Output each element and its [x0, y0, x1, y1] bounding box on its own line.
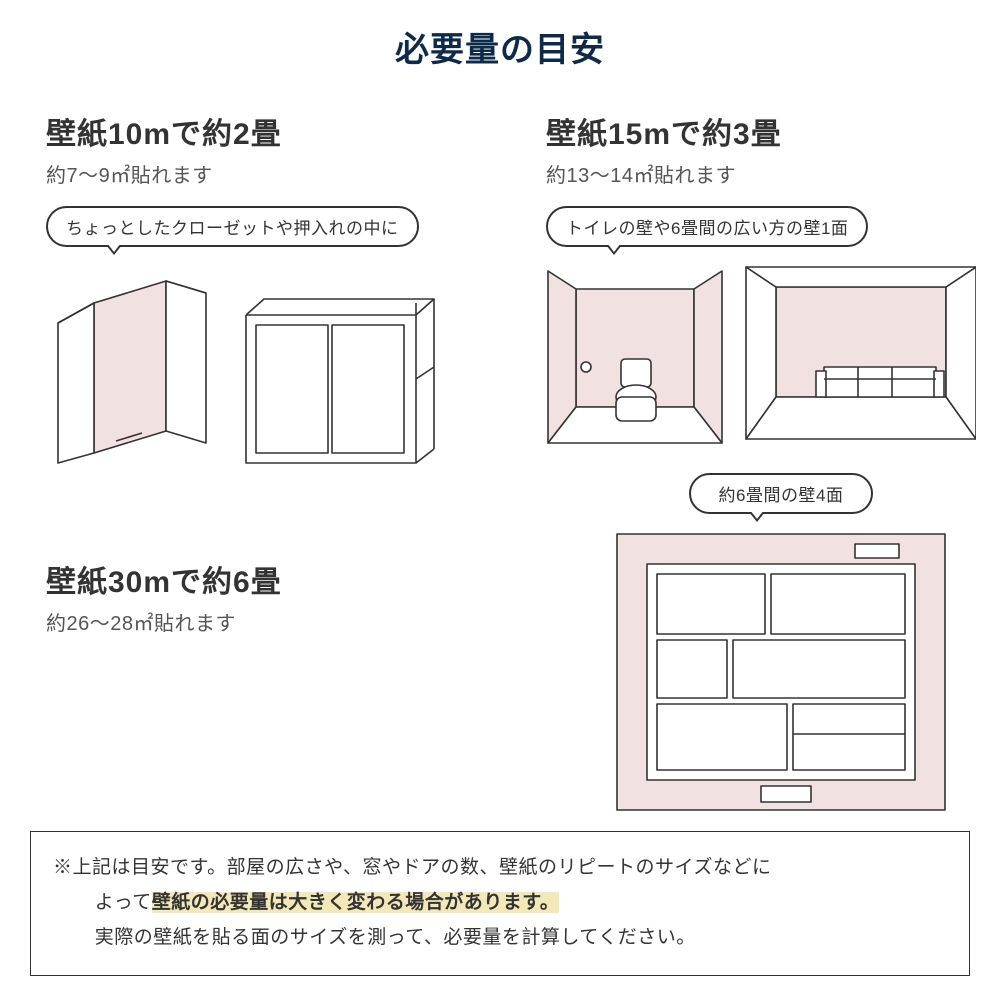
block-15m-illustrations: [546, 263, 976, 463]
block-30m-title: 壁紙30mで約6畳: [46, 557, 486, 601]
block-15m-bubble-text: トイレの壁や6畳間の広い方の壁1面: [566, 219, 848, 238]
block-10m-title: 壁紙10mで約2畳: [46, 109, 486, 153]
block-10m-bubble: ちょっとしたクローゼットや押入れの中に: [46, 206, 419, 247]
content-grid: 壁紙10mで約2畳 約7〜9㎡貼れます ちょっとしたクローゼットや押入れの中に: [0, 71, 1000, 891]
block-30m: 壁紙30mで約6畳 約26〜28㎡貼れます: [46, 557, 486, 636]
block-10m: 壁紙10mで約2畳 約7〜9㎡貼れます ちょっとしたクローゼットや押入れの中に: [46, 109, 486, 473]
note-line-2-prefix: よって: [95, 892, 152, 913]
block-30m-sub: 約26〜28㎡貼れます: [46, 607, 486, 636]
block-15m-title: 壁紙15mで約3畳: [546, 109, 976, 153]
block-30m-right: 約6畳間の壁4面: [596, 473, 966, 818]
block-15m: 壁紙15mで約3畳 約13〜14㎡貼れます トイレの壁や6畳間の広い方の壁1面: [546, 109, 976, 463]
block-30m-illustration: [596, 528, 966, 818]
block-30m-bubble-text: 約6畳間の壁4面: [719, 486, 844, 505]
page-title-text: 必要量の目安: [395, 31, 605, 69]
block-30m-bubble: 約6畳間の壁4面: [689, 473, 874, 514]
page-title: 必要量の目安: [0, 0, 1000, 71]
note-line-2-highlight: 壁紙の必要量は大きく変わる場合があります。: [152, 892, 560, 913]
note-line-3: 実際の壁紙を貼る面のサイズを測って、必要量を計算してください。: [53, 920, 947, 955]
block-15m-bubble: トイレの壁や6畳間の広い方の壁1面: [546, 206, 868, 247]
block-15m-sub: 約13〜14㎡貼れます: [546, 159, 976, 188]
note-line-1: ※上記は目安です。部屋の広さや、窓やドアの数、壁紙のリピートのサイズなどに: [53, 850, 947, 885]
closet-and-oshiire-illustration: [46, 263, 476, 473]
toilet-and-room-illustration: [546, 263, 976, 463]
block-10m-illustrations: [46, 263, 486, 473]
note-line-2: よって壁紙の必要量は大きく変わる場合があります。: [53, 885, 947, 920]
block-10m-bubble-text: ちょっとしたクローゼットや押入れの中に: [66, 219, 399, 238]
note-box: ※上記は目安です。部屋の広さや、窓やドアの数、壁紙のリピートのサイズなどに よっ…: [30, 831, 970, 976]
block-10m-sub: 約7〜9㎡貼れます: [46, 159, 486, 188]
floorplan-illustration: [611, 528, 951, 818]
